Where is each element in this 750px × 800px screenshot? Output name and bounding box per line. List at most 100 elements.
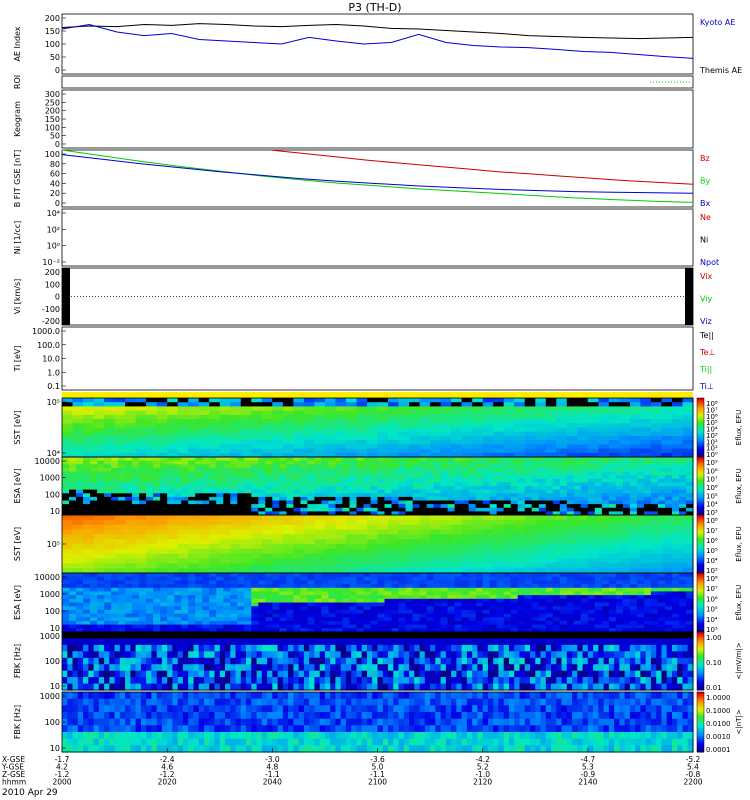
spectrogram-cell [230, 496, 238, 502]
spectrogram-cell [489, 584, 498, 589]
spectrogram-cell [177, 444, 189, 450]
spectrogram-cell [451, 524, 463, 531]
spectrogram-cell [151, 664, 158, 672]
spectrogram-cell [346, 402, 358, 407]
spectrogram-cell [177, 515, 189, 521]
spectrogram-cell [230, 657, 237, 665]
spectrogram-cell [328, 493, 336, 498]
spectrogram-cell [188, 638, 195, 646]
spectrogram-cell [643, 580, 652, 585]
spectrogram-cell [672, 448, 684, 454]
spectrogram-cell [188, 423, 200, 429]
spectrogram-cell [398, 471, 407, 476]
spectrogram-cell [514, 410, 526, 416]
spectrogram-cell [69, 482, 77, 487]
spectrogram-cell [640, 524, 652, 531]
spectrogram-cell [251, 448, 263, 454]
spectrogram-cell [97, 598, 105, 604]
spectrogram-cell [566, 534, 578, 540]
spectrogram-cell [679, 573, 687, 578]
spectrogram-cell [307, 493, 315, 498]
spectrogram-cell [349, 486, 358, 491]
spectrogram-cell [629, 519, 641, 526]
spectrogram-cell [367, 452, 379, 458]
spectrogram-cell [167, 591, 175, 596]
spectrogram-cell [251, 519, 263, 526]
spectrogram-cell [216, 478, 224, 483]
spectrogram-cell [198, 558, 210, 564]
spectrogram-cell [672, 444, 684, 450]
spectrogram-cell [293, 598, 301, 604]
spectrogram-cell [440, 617, 449, 622]
spectrogram-cell [153, 609, 161, 615]
spectrogram-cell [193, 664, 200, 672]
spectrogram-cell [167, 414, 179, 420]
spectrogram-cell [286, 576, 294, 581]
spectrogram-cell [643, 587, 652, 593]
spectrogram-cell [650, 452, 662, 458]
spectrogram-cell [335, 435, 347, 441]
spectrogram-cell [615, 591, 624, 596]
spectrogram-cell [531, 584, 540, 589]
spectrogram-cell [636, 467, 645, 473]
spectrogram-cell [384, 457, 393, 462]
spectrogram-cell [83, 539, 95, 545]
spectrogram-cell [440, 435, 452, 441]
spectrogram-cell [293, 402, 305, 407]
spectrogram-cell [615, 460, 624, 465]
spectrogram-cell [650, 414, 662, 420]
spectrogram-cell [335, 558, 347, 564]
spectrogram-cell [216, 595, 224, 600]
spectrogram-cell [72, 398, 84, 403]
spectrogram-cell [293, 398, 305, 403]
spectrogram-cell [293, 435, 305, 441]
spectrogram-cell [279, 598, 287, 604]
spectrogram-cell [335, 402, 347, 407]
spectrogram-cell [577, 515, 589, 521]
spectrogram-cell [90, 580, 98, 585]
spectrogram-cell [510, 580, 519, 585]
spectrogram-cell [97, 496, 105, 502]
spectrogram-cell [181, 475, 189, 480]
spectrogram-cell [363, 489, 372, 494]
spectrogram-cell [272, 452, 284, 458]
spectrogram-cell [454, 620, 463, 626]
spectrogram-cell [388, 534, 400, 540]
spectrogram-cell [153, 602, 161, 607]
spectrogram-cell [265, 482, 273, 487]
spectrogram-cell [461, 496, 470, 502]
spectrogram-cell [629, 467, 638, 473]
spectrogram-cell [594, 457, 603, 462]
spectrogram-cell [657, 591, 666, 596]
spectrogram-cell [153, 489, 161, 494]
spectrogram-cell [328, 464, 336, 469]
y-tick-label: 10⁻² [42, 258, 60, 267]
spectrogram-cell [615, 573, 624, 578]
spectrogram-cell [377, 539, 389, 545]
spectrogram-cell [619, 519, 631, 526]
spectrogram-cell [188, 606, 196, 611]
spectrogram-cell [629, 419, 641, 424]
spectrogram-cell [566, 624, 575, 629]
spectrogram-cell [580, 628, 589, 633]
spectrogram-cell [230, 464, 238, 469]
spectrogram-cell [72, 568, 84, 574]
spectrogram-cell [622, 628, 631, 633]
spectrogram-cell [629, 598, 638, 604]
spectrogram-cell [314, 496, 322, 502]
spectrogram-cell [230, 486, 238, 491]
spectrogram-cell [182, 638, 189, 646]
spectrogram-cell [535, 524, 547, 531]
spectrogram-cell [398, 511, 407, 516]
spectrogram-cell [153, 624, 161, 629]
spectrogram-cell [447, 628, 456, 633]
spectrogram-cell [93, 406, 105, 412]
spectrogram-cell [517, 584, 526, 589]
spectrogram-cell [272, 606, 280, 611]
spectrogram-cell [412, 613, 421, 618]
spectrogram-cell [489, 493, 498, 498]
spectrogram-cell [409, 414, 421, 420]
spectrogram-cell [419, 558, 431, 564]
spectrogram-cell [349, 467, 358, 473]
spectrogram-cell [657, 482, 666, 487]
